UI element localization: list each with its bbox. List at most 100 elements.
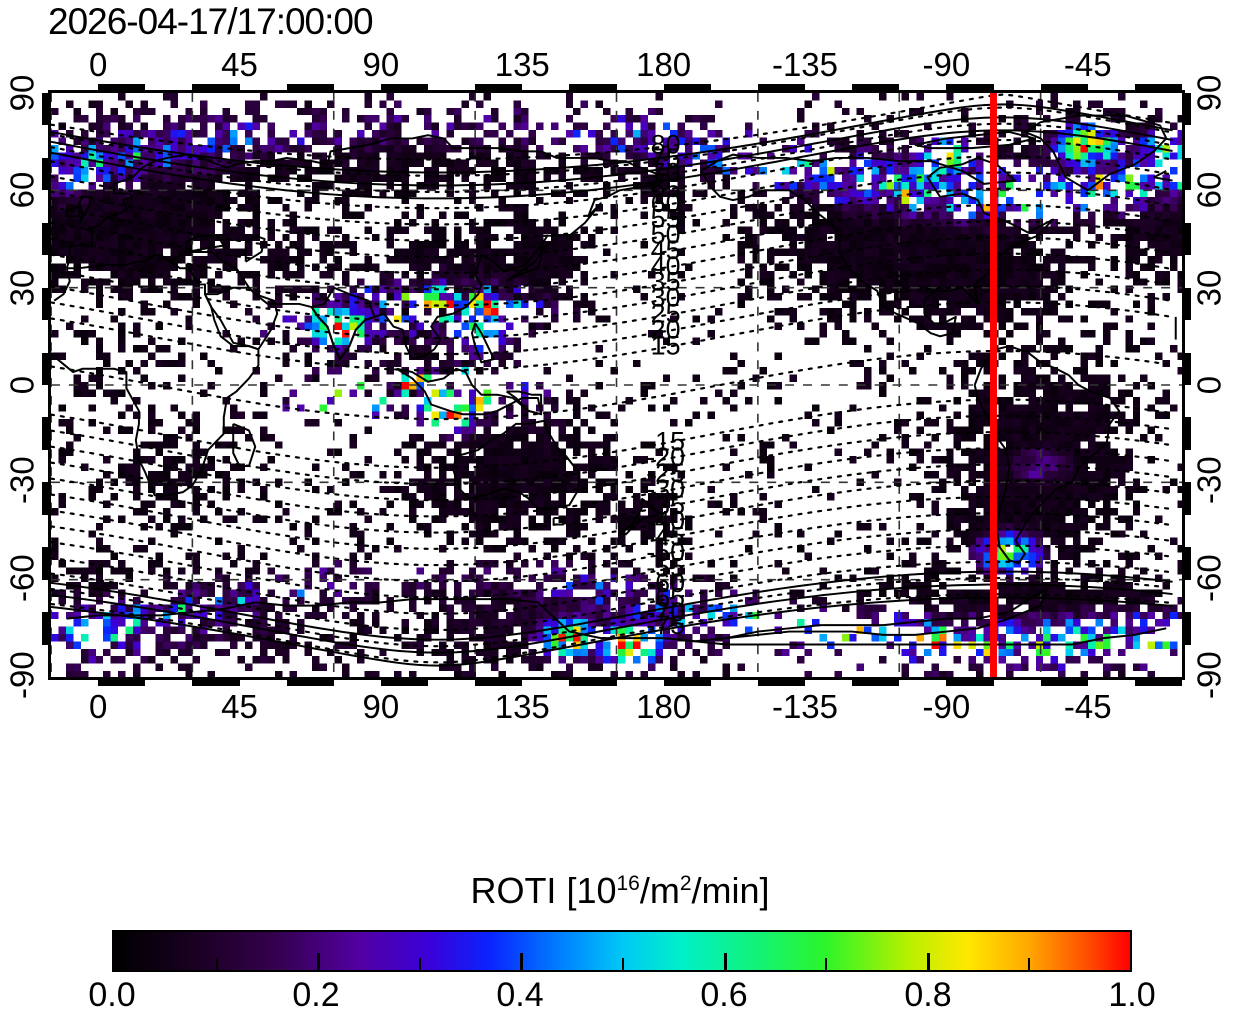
lat-tick-left--60: -60 [6,558,39,602]
colorbar-label-0.2: 0.2 [292,978,339,1012]
lon-tick-bottom-90: 90 [363,690,400,723]
lon-tick-bottom--45: -45 [1064,690,1112,723]
map-canvas-wrapper: 8075706560555045403530252015-15-20-25-30… [51,93,1182,677]
maglat-contour-35 [51,237,1173,305]
frame-tick-band-top [569,84,616,93]
lon-tick-bottom-0: 0 [89,690,107,723]
lon-tick-top--90: -90 [923,48,971,81]
colorbar-tick-0.4 [520,953,523,970]
frame-tick-band-right [1182,417,1191,449]
coastline [312,288,375,359]
auroral-oval-contour [51,598,1173,666]
frame-tick-band-left [42,288,51,320]
frame-tick-band-bottom [475,677,522,686]
lat-tick-right-60: 60 [1193,168,1226,212]
lat-tick-left-60: 60 [6,168,39,212]
colorbar-label-0.8: 0.8 [904,978,951,1012]
frame-tick-band-bottom [1041,677,1088,686]
colorbar-label-0.6: 0.6 [700,978,747,1012]
frame-tick-band-bottom [569,677,616,686]
frame-tick-band-top [98,84,145,93]
lat-tick-right-30: 30 [1193,266,1226,310]
colorbar-tick-0.6 [724,953,727,970]
frame-tick-band-left [42,223,51,255]
lon-tick-top--45: -45 [1064,48,1112,81]
map-plot-area[interactable]: 8075706560555045403530252015-15-20-25-30… [48,90,1185,680]
lat-tick-right--30: -30 [1193,460,1226,504]
frame-tick-band-left [42,417,51,449]
maglat-contour--20 [51,416,1173,484]
lat-tick-left-0: 0 [6,363,39,407]
frame-tick-band-top [852,84,899,93]
coastline [1154,177,1173,180]
frame-tick-band-top [192,84,239,93]
lon-tick-top--135: -135 [772,48,838,81]
frame-tick-band-top [664,84,711,93]
colorbar-variable: ROTI [470,870,556,911]
maglat-contour--25 [51,432,1173,500]
frame-tick-band-top [475,84,522,93]
frame-tick-band-right [1182,223,1191,255]
colorbar-units-exponent2: 2 [680,872,692,895]
lon-tick-top-180: 180 [636,48,691,81]
frame-tick-band-top [1135,84,1182,93]
maglat-contour-40 [51,221,1173,289]
lon-tick-bottom-135: 135 [495,690,550,723]
frame-tick-band-top [946,84,993,93]
colorbar-label-1.0: 1.0 [1108,978,1155,1012]
coastline [67,599,664,638]
map-overlay-vectors: 8075706560555045403530252015-15-20-25-30… [51,93,1182,677]
frame-tick-band-top [287,84,334,93]
colorbar-units-open: [10 [556,870,616,911]
colorbar-units-mid: /m [640,870,680,911]
colorbar-label-0.4: 0.4 [496,978,543,1012]
lon-tick-bottom-180: 180 [636,690,691,723]
maglat-label--75: -75 [646,610,685,640]
frame-tick-band-right [1182,612,1191,644]
coastline [170,174,663,359]
frame-tick-band-right [1182,353,1191,385]
lat-tick-right--90: -90 [1193,655,1226,699]
colorbar-tick-0.7 [825,958,827,970]
colorbar-tick-0.2 [317,953,320,970]
frame-tick-band-bottom [852,677,899,686]
frame-tick-band-left [42,353,51,385]
maglat-contour-15 [51,302,1173,370]
lat-tick-right--60: -60 [1193,558,1226,602]
frame-tick-band-top [1041,84,1088,93]
frame-tick-band-right [1182,547,1191,579]
frame-tick-band-left [42,547,51,579]
frame-tick-band-right [1182,93,1191,125]
colorbar-units-exponent: 16 [616,872,639,895]
frame-tick-band-right [1182,288,1191,320]
coastline [57,255,258,495]
maglat-label-15: 15 [651,331,681,361]
colorbar-tick-0.3 [419,958,421,970]
colorbar[interactable] [112,930,1132,972]
lon-tick-bottom-45: 45 [221,690,258,723]
lat-tick-left-90: 90 [6,71,39,115]
maglat-contour-25 [51,270,1173,338]
lat-tick-left-30: 30 [6,266,39,310]
coastline [79,197,92,223]
colorbar-tick-0.9 [1028,958,1030,970]
frame-tick-band-top [381,84,428,93]
frame-tick-band-bottom [192,677,239,686]
lat-tick-right-0: 0 [1193,363,1226,407]
frame-tick-band-top [758,84,805,93]
maglat-contour-65 [51,140,1173,208]
page-title: 2026-04-17/17:00:00 [48,2,373,42]
colorbar-tick-0.1 [216,958,218,970]
lon-tick-bottom--135: -135 [772,690,838,723]
lat-tick-left--30: -30 [6,460,39,504]
lon-tick-top-0: 0 [89,48,107,81]
frame-tick-band-right [1182,482,1191,514]
lat-tick-left--90: -90 [6,655,39,699]
colorbar-title: ROTI [1016/m2/min] [470,872,769,910]
roti-map-figure: 2026-04-17/17:00:00 0 45 90 135 180 -135 -90 -4… [0,0,1240,1024]
frame-tick-band-bottom [381,677,428,686]
coastline [554,518,563,524]
colorbar-tick-0.5 [622,958,624,970]
frame-tick-band-right [1182,158,1191,190]
frame-tick-band-bottom [946,677,993,686]
